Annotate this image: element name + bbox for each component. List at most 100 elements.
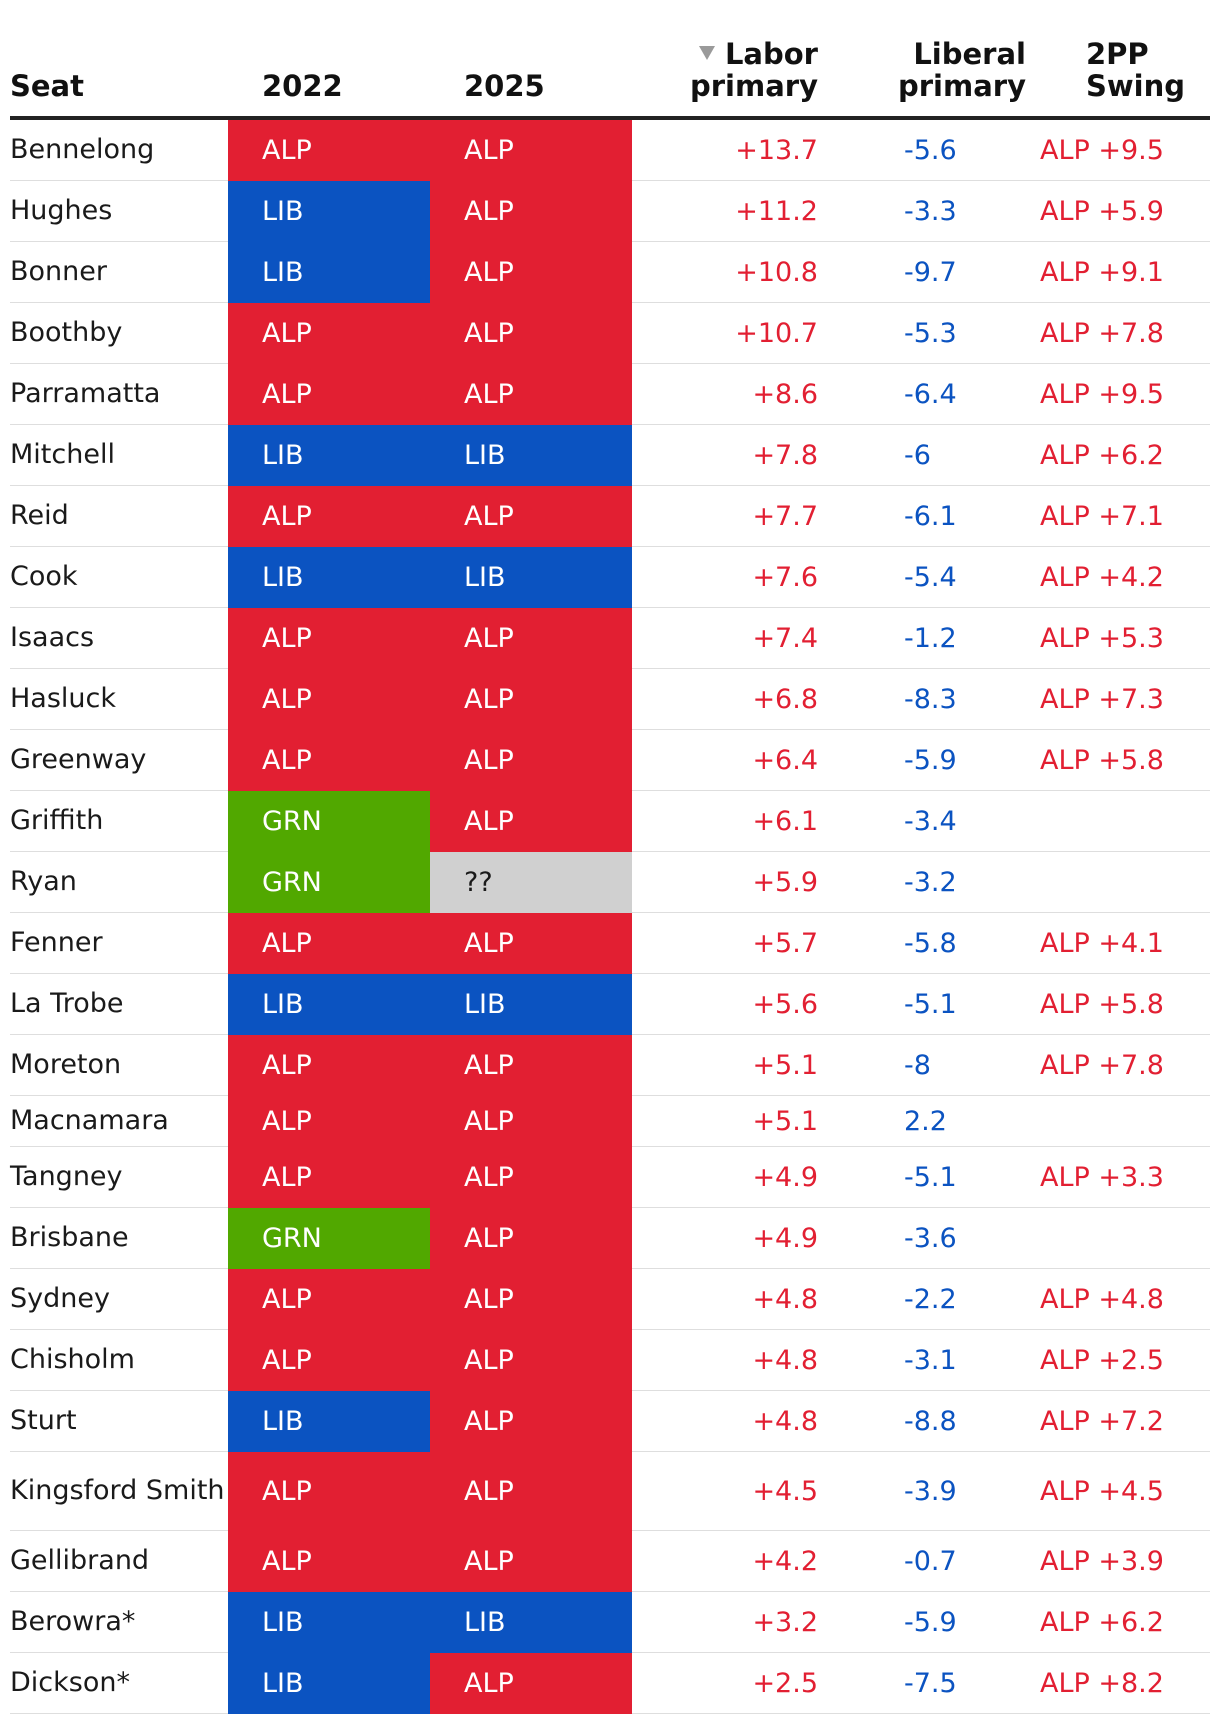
seat-name-cell: Sturt [10,1390,228,1452]
twopp-swing-cell: ALP +7.2 [1026,1390,1210,1452]
party-2025-cell: LIB [430,546,632,608]
table-row: Brisbane GRN ALP +4.9 -3.6 [10,1207,1210,1269]
table-row: Macnamara ALP ALP +5.1 2.2 [10,1095,1210,1147]
liberal-primary-cell: -3.6 [818,1207,1026,1269]
labor-primary-cell: +5.6 [632,973,818,1035]
twopp-swing-cell: ALP +5.8 [1026,973,1210,1035]
liberal-primary-cell: -2.2 [818,1268,1026,1330]
liberal-primary-cell: -5.3 [818,302,1026,364]
twopp-swing-cell: ALP +9.5 [1026,363,1210,425]
column-header-labor-primary[interactable]: Labor primary [632,37,818,120]
party-2025-cell: ALP [430,729,632,791]
labor-primary-cell: +4.8 [632,1268,818,1330]
table-row: Greenway ALP ALP +6.4 -5.9 ALP +5.8 [10,729,1210,791]
party-2025-cell: ALP [430,1207,632,1269]
liberal-primary-cell: -6 [818,424,1026,486]
column-header-liberal-primary[interactable]: Liberal primary [818,38,1026,120]
twopp-swing-cell: ALP +4.2 [1026,546,1210,608]
party-2022-cell: GRN [228,1207,430,1269]
table-row: Sturt LIB ALP +4.8 -8.8 ALP +7.2 [10,1390,1210,1452]
table-body: Bennelong ALP ALP +13.7 -5.6 ALP +9.5 Hughes LI… [10,118,1210,1714]
twopp-swing-cell: ALP +4.5 [1026,1451,1210,1531]
party-2025-cell: ALP [430,1146,632,1208]
labor-primary-cell: +3.2 [632,1591,818,1653]
column-header-2pp-swing[interactable]: 2PP Swing [1026,38,1210,120]
liberal-primary-cell: -3.3 [818,180,1026,242]
labor-primary-cell: +4.8 [632,1390,818,1452]
liberal-primary-cell: -1.2 [818,607,1026,669]
liberal-primary-cell: -7.5 [818,1652,1026,1714]
party-2025-cell: ALP [430,1095,632,1147]
liberal-primary-cell: -3.4 [818,790,1026,852]
twopp-swing-cell: ALP +5.3 [1026,607,1210,669]
table-row: Dickson* LIB ALP +2.5 -7.5 ALP +8.2 [10,1652,1210,1714]
column-header-2022[interactable]: 2022 [228,38,430,120]
labor-primary-cell: +7.7 [632,485,818,547]
seat-name-cell: Boothby [10,302,228,364]
party-2025-cell: ALP [430,1451,632,1531]
twopp-swing-cell: ALP +7.1 [1026,485,1210,547]
party-2025-cell: ?? [430,851,632,913]
seat-name-cell: Cook [10,546,228,608]
labor-primary-cell: +4.8 [632,1329,818,1391]
labor-primary-cell: +5.7 [632,912,818,974]
party-2025-cell: ALP [430,363,632,425]
labor-primary-cell: +13.7 [632,118,818,181]
column-header-labor-line1: Labor [724,37,818,71]
table-row: Gellibrand ALP ALP +4.2 -0.7 ALP +3.9 [10,1530,1210,1592]
column-header-seat[interactable]: Seat [10,38,228,120]
table-row: Isaacs ALP ALP +7.4 -1.2 ALP +5.3 [10,607,1210,669]
labor-primary-cell: +5.1 [632,1095,818,1147]
labor-primary-cell: +6.1 [632,790,818,852]
twopp-swing-cell: ALP +2.5 [1026,1329,1210,1391]
party-2022-cell: ALP [228,729,430,791]
table-row: Boothby ALP ALP +10.7 -5.3 ALP +7.8 [10,302,1210,364]
seat-name-cell: Hughes [10,180,228,242]
twopp-swing-cell: ALP +6.2 [1026,424,1210,486]
party-2022-cell: ALP [228,1329,430,1391]
party-2022-cell: ALP [228,363,430,425]
twopp-swing-cell: ALP +9.5 [1026,118,1210,181]
liberal-primary-cell: -8 [818,1034,1026,1096]
column-header-liberal-line2: primary [898,69,1026,103]
liberal-primary-cell: 2.2 [818,1095,1026,1147]
party-2022-cell: LIB [228,180,430,242]
seat-name-cell: Isaacs [10,607,228,669]
party-2025-cell: ALP [430,1390,632,1452]
party-2025-cell: ALP [430,912,632,974]
table-row: Mitchell LIB LIB +7.8 -6 ALP +6.2 [10,424,1210,486]
party-2022-cell: GRN [228,851,430,913]
seat-name-cell: Tangney [10,1146,228,1208]
seat-name-cell: Brisbane [10,1207,228,1269]
seat-name-cell: Moreton [10,1034,228,1096]
party-2025-cell: LIB [430,424,632,486]
party-2022-cell: ALP [228,1268,430,1330]
liberal-primary-cell: -3.1 [818,1329,1026,1391]
seat-name-cell: Griffith [10,790,228,852]
table-row: Sydney ALP ALP +4.8 -2.2 ALP +4.8 [10,1268,1210,1330]
seat-name-cell: Berowra* [10,1591,228,1653]
twopp-swing-cell: ALP +7.8 [1026,302,1210,364]
party-2022-cell: LIB [228,1652,430,1714]
party-2022-cell: ALP [228,485,430,547]
party-2022-cell: ALP [228,1034,430,1096]
party-2022-cell: ALP [228,668,430,730]
liberal-primary-cell: -8.8 [818,1390,1026,1452]
twopp-swing-cell [1026,1095,1210,1147]
seat-name-cell: Fenner [10,912,228,974]
twopp-swing-cell: ALP +5.8 [1026,729,1210,791]
column-header-swing-line2: Swing [1086,69,1186,103]
twopp-swing-cell: ALP +5.9 [1026,180,1210,242]
labor-primary-cell: +4.2 [632,1530,818,1592]
party-2022-cell: LIB [228,1591,430,1653]
labor-primary-cell: +5.1 [632,1034,818,1096]
labor-primary-cell: +6.4 [632,729,818,791]
labor-primary-cell: +2.5 [632,1652,818,1714]
table-row: Fenner ALP ALP +5.7 -5.8 ALP +4.1 [10,912,1210,974]
column-header-2025[interactable]: 2025 [430,38,632,120]
twopp-swing-cell: ALP +4.1 [1026,912,1210,974]
twopp-swing-cell [1026,1207,1210,1269]
party-2025-cell: ALP [430,1530,632,1592]
party-2025-cell: ALP [430,1034,632,1096]
